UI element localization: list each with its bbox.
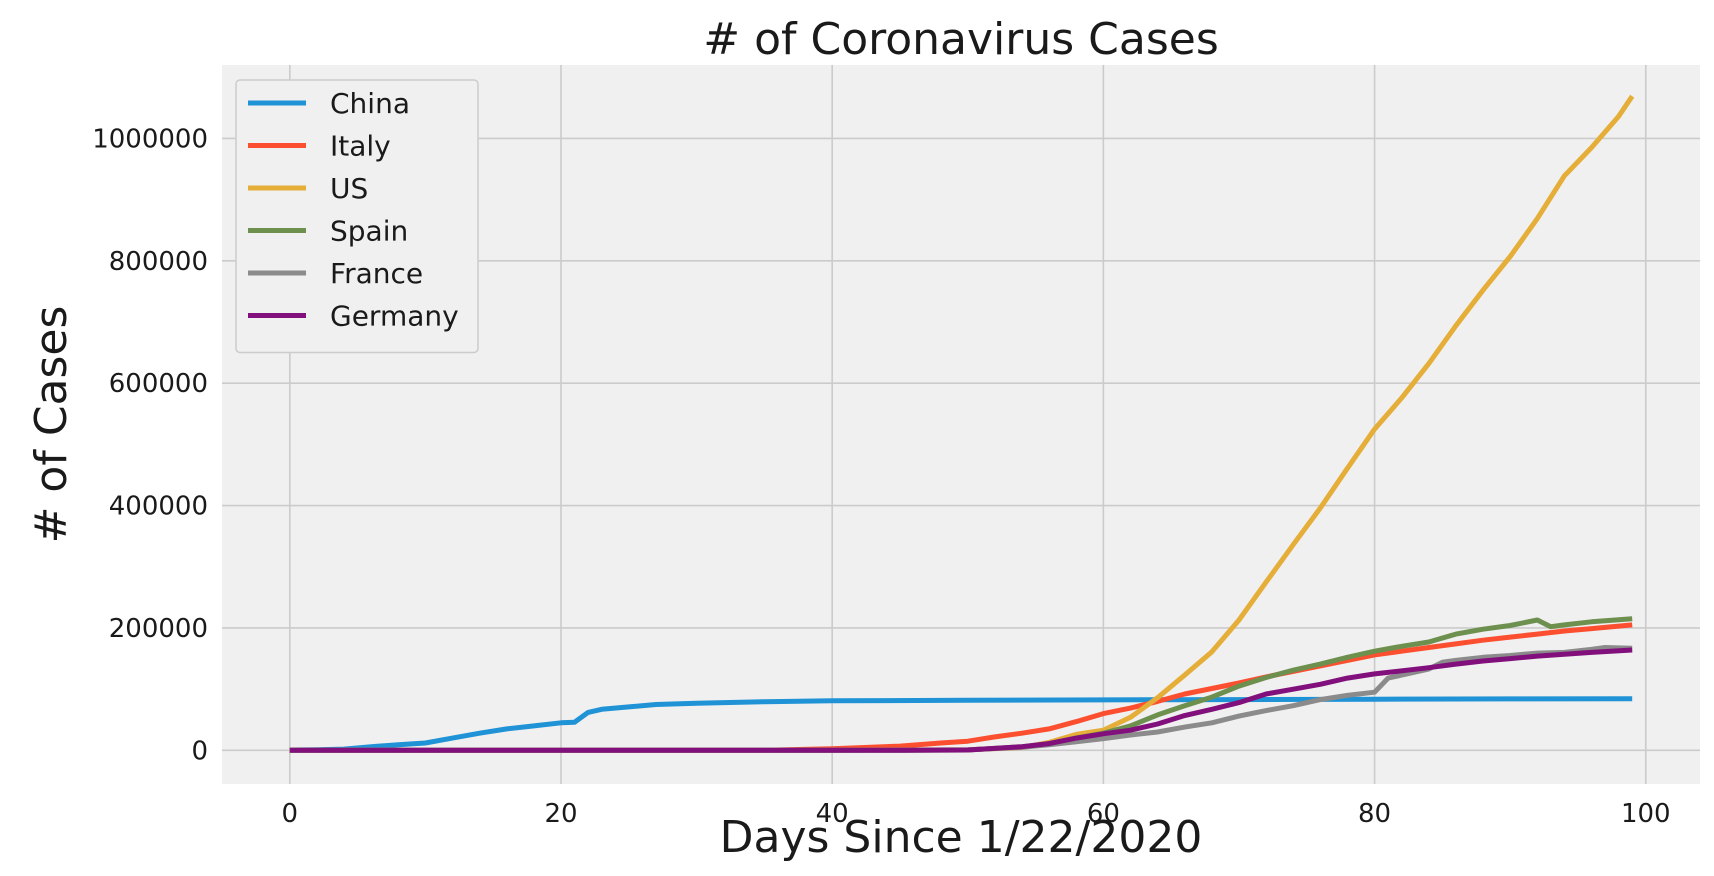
y-tick-label: 200000: [109, 614, 208, 644]
legend-label: China: [330, 87, 410, 120]
x-tick-label: 100: [1621, 799, 1671, 829]
x-axis-label: Days Since 1/22/2020: [720, 812, 1203, 863]
grid: [222, 65, 1700, 784]
legend-label: US: [330, 172, 368, 205]
series-line-italy: [289, 622, 1633, 753]
chart-title: # of Coronavirus Cases: [703, 14, 1219, 65]
legend-label: Germany: [330, 300, 459, 333]
series-lines: [289, 94, 1635, 753]
legend-label: Italy: [330, 130, 391, 163]
y-tick-label: 400000: [109, 492, 208, 522]
series-line-germany: [289, 647, 1633, 753]
ticks: 0 20 40 60 80 100 0 200000 400000 600000 800000 100…: [92, 124, 1670, 829]
series-line-china: [289, 696, 1633, 753]
y-axis-label: # of Cases: [26, 306, 77, 544]
legend: China Italy US Spain France Germany: [235, 79, 479, 354]
x-tick-label: 0: [282, 799, 299, 829]
legend-box: [235, 79, 479, 354]
x-tick-label: 20: [544, 799, 577, 829]
y-tick-label: 1000000: [92, 124, 208, 154]
legend-label: Spain: [330, 215, 408, 248]
legend-label: France: [330, 257, 423, 290]
x-tick-label: 80: [1358, 799, 1391, 829]
y-tick-label: 600000: [109, 369, 208, 399]
y-tick-label: 800000: [109, 247, 208, 277]
x-tick-label: 60: [1087, 799, 1120, 829]
series-line-france: [289, 645, 1633, 753]
x-tick-label: 40: [816, 799, 849, 829]
y-tick-label: 0: [191, 736, 208, 766]
